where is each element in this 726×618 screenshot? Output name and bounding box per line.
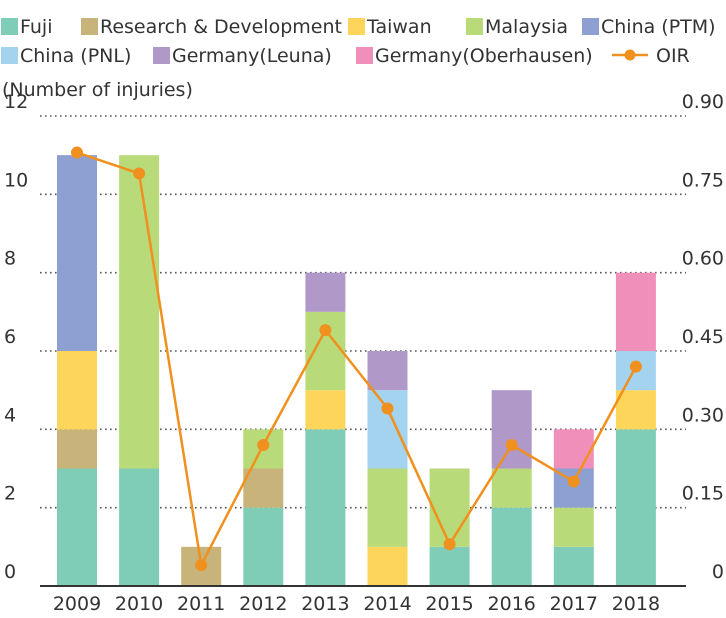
legend-swatch [348,18,365,35]
legend-swatch [1,18,18,35]
legend-label: Germany(Leuna) [172,45,332,67]
x-tick-label: 2012 [239,593,287,614]
y-tick-label: 6 [4,326,16,348]
x-tick-label: 2017 [550,593,598,614]
bar-segment [429,546,470,586]
oir-line [76,151,637,567]
legend-swatch [466,18,483,35]
legend-swatch [1,47,18,64]
bar-segment [367,351,408,391]
bar-segment [615,429,656,586]
y2-tick-label: 0.90 [682,91,724,113]
bar-segment [615,390,656,430]
x-tick-label: 2011 [177,593,225,614]
legend-label: Research & Development [100,16,342,38]
legend-swatch [582,18,599,35]
legend-label: China (PNL) [20,45,131,67]
legend-label: China (PTM) [601,16,716,38]
oir-point [319,324,332,337]
bar-segment [553,429,594,469]
bar-segment [491,468,532,508]
axes: 0 2 4 6 8 10 12 0 0.15 0.30 0.45 0.60 0.75 0.90 2009 20… [4,91,724,615]
legend-oir-marker-swatch [624,49,636,61]
bar-segment [119,155,160,469]
x-tick-label: 2014 [363,593,411,614]
y-tick-label: 12 [4,91,28,113]
bar-segment [367,468,408,547]
y-tick-label: 10 [4,169,28,191]
bar-segment [57,429,97,469]
x-tick-label: 2015 [425,593,473,614]
x-tick-label: 2010 [115,593,163,614]
y2-tick-label: 0 [712,561,724,583]
bar-segment [243,507,284,586]
oir-point [567,475,580,488]
x-tick-label: 2009 [53,593,101,614]
y2-tick-label: 0.60 [682,248,724,270]
bar-segment [57,155,97,351]
bar-segment [305,311,346,391]
oir-point [71,146,83,159]
legend-item: China (PTM) [582,16,716,38]
bar-segment [305,429,346,586]
oir-point [133,167,146,180]
bar-segment [553,546,594,586]
legend-swatch [153,47,170,64]
oir-point [195,559,208,572]
legend-label: Fuji [20,16,53,38]
y-tick-label: 0 [4,561,16,583]
y2-tick-label: 0.30 [682,404,724,426]
bar-segment [367,390,408,469]
legend-label: Taiwan [366,16,432,38]
legend-item: Malaysia [466,16,568,38]
bar-segment [367,546,408,586]
bar-segment [243,468,284,508]
bar-segment [305,272,346,312]
x-tick-label: 2013 [301,593,349,614]
legend-item: China (PNL) [1,45,131,67]
legend-swatch [81,18,98,35]
bar-segment [429,468,470,547]
legend-item-oir: OIR [612,45,690,67]
oir-point [257,439,270,451]
y-tick-label: 2 [4,483,16,505]
legend-item: Fuji [1,16,53,38]
legend-label: OIR [656,45,690,67]
bar-segment [119,468,160,586]
legend-item: Germany(Oberhausen) [356,45,593,67]
y2-tick-label: 0.75 [682,169,724,191]
bar-segment [57,351,97,430]
oir-line-layer [71,146,642,572]
bars [57,155,656,586]
bar-segment [615,272,656,351]
y2-tick-label: 0.45 [682,326,724,348]
oir-point [443,538,456,551]
legend: Fuji Research & Development Taiwan Malaysia… [1,16,716,67]
bar-segment [553,507,594,547]
x-tick-label: 2018 [612,593,660,614]
legend-label: Malaysia [485,16,568,38]
y-tick-label: 4 [4,404,16,426]
bar-segment [305,390,346,430]
bar-segment [57,468,97,586]
legend-swatch [356,47,373,64]
y-tick-label: 8 [4,248,16,270]
legend-item: Taiwan [348,16,432,38]
legend-item: Research & Development [81,16,342,38]
oir-point [381,402,394,415]
x-tick-label: 2016 [488,593,536,614]
bar-segment [491,507,532,586]
legend-item: Germany(Leuna) [153,45,332,67]
y-axis-title: (Number of injuries) [2,79,193,101]
oir-point [505,439,518,451]
legend-label: Germany(Oberhausen) [375,45,593,67]
bar-segment [491,390,532,469]
oir-point [629,360,642,373]
y2-tick-label: 0.15 [682,483,724,505]
